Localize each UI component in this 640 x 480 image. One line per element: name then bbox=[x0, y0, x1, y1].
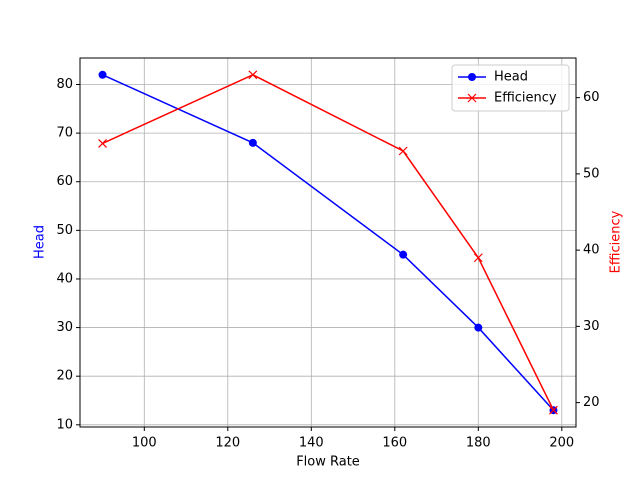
y-axis-label: Head bbox=[33, 225, 48, 259]
legend-marker bbox=[468, 73, 476, 81]
y2-tick-label: 50 bbox=[583, 166, 600, 181]
marker bbox=[98, 70, 107, 79]
y-tick-label: 10 bbox=[56, 417, 73, 432]
x-tick-label: 200 bbox=[549, 436, 574, 451]
y2-axis-label: Efficiency bbox=[609, 210, 624, 273]
series-line bbox=[102, 73, 555, 411]
marker bbox=[474, 323, 483, 332]
x-tick-label: 120 bbox=[215, 436, 240, 451]
marker bbox=[248, 138, 257, 147]
y-tick-label: 70 bbox=[56, 126, 73, 141]
legend-marker bbox=[467, 93, 477, 103]
plot-frame bbox=[79, 57, 577, 428]
y-tick-label: 40 bbox=[56, 271, 73, 286]
y-tick-label: 30 bbox=[56, 320, 73, 335]
marker bbox=[248, 70, 258, 80]
marker bbox=[398, 146, 408, 156]
x-tick-label: 160 bbox=[382, 436, 407, 451]
marker bbox=[399, 250, 408, 259]
y2-tick-label: 40 bbox=[583, 243, 600, 258]
marker bbox=[549, 405, 558, 415]
legend-label: Efficiency bbox=[494, 91, 557, 106]
marker bbox=[473, 253, 483, 263]
x-tick-label: 140 bbox=[299, 436, 324, 451]
y-tick-label: 80 bbox=[56, 77, 73, 92]
legend-label: Head bbox=[494, 70, 528, 85]
x-tick-label: 180 bbox=[466, 436, 491, 451]
y2-tick-label: 60 bbox=[583, 90, 600, 105]
y-tick-label: 50 bbox=[56, 223, 73, 238]
y-tick-label: 20 bbox=[56, 369, 73, 384]
series-line bbox=[102, 74, 555, 411]
marker bbox=[98, 138, 107, 148]
x-axis-label: Flow Rate bbox=[296, 455, 360, 470]
x-tick-label: 100 bbox=[132, 436, 157, 451]
y-tick-label: 60 bbox=[56, 174, 73, 189]
y2-tick-label: 30 bbox=[583, 319, 600, 334]
y2-tick-label: 20 bbox=[583, 395, 600, 410]
